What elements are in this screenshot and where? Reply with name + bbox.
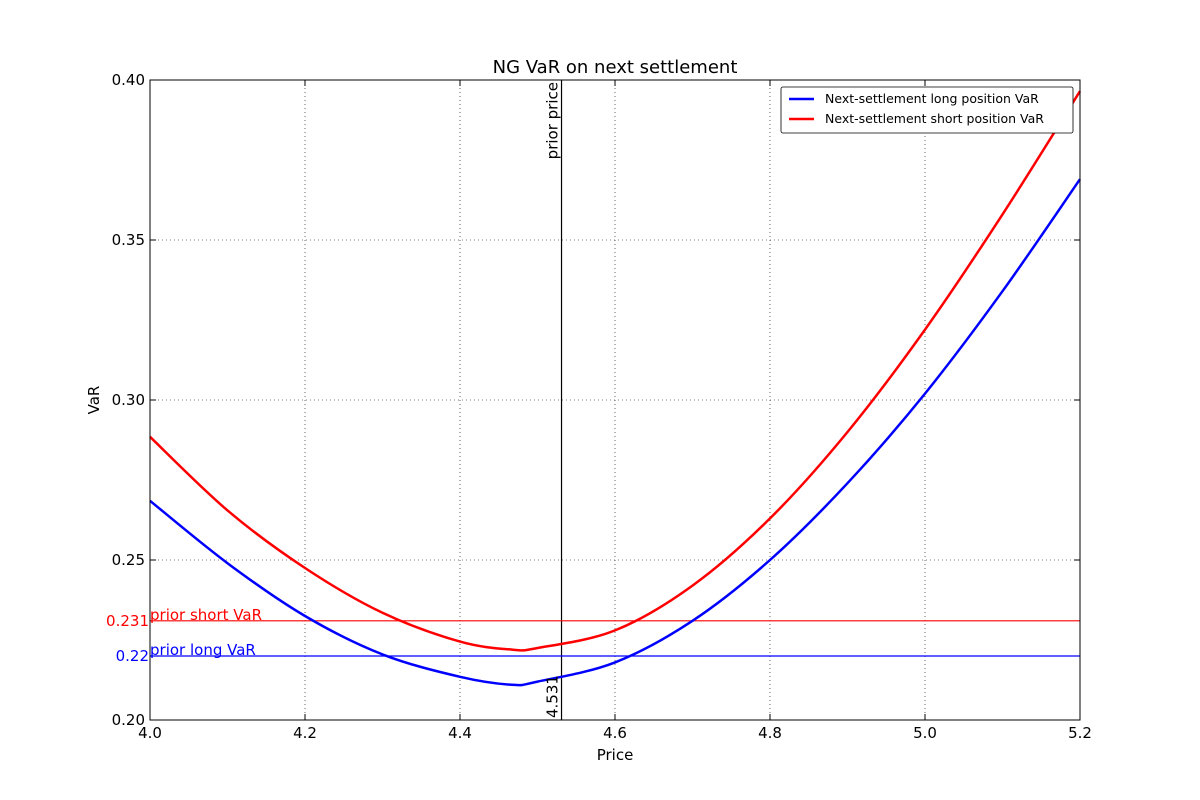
y-tick-label: 0.35	[112, 231, 145, 249]
chart-title: NG VaR on next settlement	[493, 57, 738, 78]
annotations: prior price 4.531 prior short VaR0.231prio…	[106, 82, 561, 718]
x-tick-label: 4.4	[448, 724, 472, 742]
x-tick-label: 4.0	[138, 724, 162, 742]
series-group	[149, 90, 1082, 687]
legend: Next-settlement long position VaR Next-s…	[780, 86, 1074, 134]
x-tick-label: 4.6	[603, 724, 627, 742]
series-line-short-var	[149, 90, 1082, 652]
x-tick-label: 4.8	[758, 724, 782, 742]
prior-price-value-label: 4.531	[544, 675, 562, 718]
x-axis-label: Price	[597, 746, 634, 764]
x-tick-label: 4.2	[293, 724, 317, 742]
x-tick-label: 5.2	[1068, 724, 1092, 742]
legend-label-long: Next-settlement long position VaR	[825, 91, 1039, 106]
legend-label-short: Next-settlement short position VaR	[825, 111, 1044, 126]
prior-long-var-label: prior long VaR	[150, 641, 256, 659]
prior-price-label: prior price	[544, 82, 562, 159]
grid	[150, 80, 1080, 720]
prior-long-var-value: 0.22	[116, 647, 149, 665]
prior-short-var-label: prior short VaR	[150, 606, 262, 624]
y-tick-label: 0.30	[112, 391, 145, 409]
y-tick-label: 0.40	[112, 71, 145, 89]
prior-short-var-value: 0.231	[106, 612, 149, 630]
x-tick-label: 5.0	[913, 724, 937, 742]
y-tick-label: 0.20	[112, 711, 145, 729]
y-axis-label: VaR	[85, 386, 103, 415]
ticks: 4.0 4.2 4.4 4.6 4.8 5.0 5.2 0.20 0.25 0.30 0.35 0.4…	[112, 71, 1092, 742]
reference-lines	[150, 80, 1080, 720]
series-line-long-var	[149, 178, 1082, 687]
y-tick-label: 0.25	[112, 551, 145, 569]
legend-box	[780, 86, 1074, 134]
